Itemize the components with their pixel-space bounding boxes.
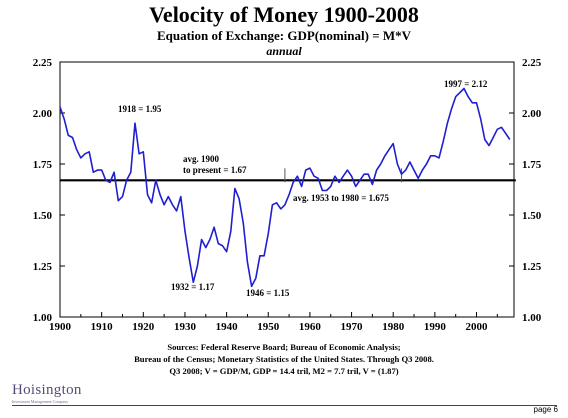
- y-tick-label-left: 2.25: [33, 57, 53, 69]
- plot-area-frame: [59, 61, 515, 318]
- x-tick-label: 1930: [174, 321, 197, 333]
- x-tick-label: 1960: [299, 321, 322, 333]
- chart-frequency-label: annual: [266, 44, 302, 58]
- y-tick-label-left: 1.25: [33, 261, 53, 273]
- x-tick-label: 1990: [424, 321, 447, 333]
- sources-line: Sources: Federal Reserve Board; Bureau o…: [167, 342, 401, 352]
- y-tick-label-right: 1.25: [522, 261, 542, 273]
- x-tick-label: 2000: [466, 321, 489, 333]
- chart-title: Velocity of Money 1900-2008: [149, 2, 419, 27]
- y-tick-label-left: 2.00: [33, 108, 53, 120]
- velocity-series-line: [59, 87, 511, 288]
- sources-line: Q3 2008; V = GDP/M, GDP = 14.4 tril, M2 …: [169, 366, 399, 376]
- y-tick-label-left: 1.75: [33, 159, 53, 171]
- chart-annotation: 1946 = 1.15: [246, 288, 290, 298]
- chart-annotation: to present = 1.67: [183, 165, 247, 175]
- chart-sources: Sources: Federal Reserve Board; Bureau o…: [0, 341, 568, 377]
- y-tick-label-left: 1.00: [33, 312, 53, 324]
- company-logo-subtext: Investment Management Company: [12, 399, 69, 404]
- y-tick-label-right: 1.75: [522, 159, 542, 171]
- sources-line: Bureau of the Census; Monetary Statistic…: [134, 354, 434, 364]
- y-tick-label-right: 1.50: [522, 210, 542, 222]
- x-tick-label: 1940: [216, 321, 239, 333]
- chart-annotation: avg. 1953 to 1980 = 1.675: [293, 193, 389, 203]
- y-tick-label-right: 1.00: [522, 312, 542, 324]
- x-tick-label: 1920: [132, 321, 155, 333]
- chart-annotation: 1918 = 1.95: [118, 104, 162, 114]
- chart-annotation: avg. 1900: [183, 154, 220, 164]
- x-tick-label: 1910: [91, 321, 114, 333]
- y-tick-label-right: 2.25: [522, 57, 542, 69]
- x-tick-label: 1980: [382, 321, 405, 333]
- x-tick-label: 1970: [341, 321, 364, 333]
- footer-divider: [12, 405, 557, 406]
- chart-annotation: 1997 = 2.12: [444, 79, 488, 89]
- chart-annotation: 1932 = 1.17: [171, 282, 215, 292]
- x-tick-label: 1900: [49, 321, 72, 333]
- y-tick-label-right: 2.00: [522, 108, 542, 120]
- company-logo: Hoisington: [12, 382, 82, 398]
- x-tick-label: 1950: [257, 321, 280, 333]
- y-tick-label-left: 1.50: [33, 210, 53, 222]
- chart-subtitle: Equation of Exchange: GDP(nominal) = M*V: [156, 28, 412, 43]
- page-number: page 6: [533, 405, 558, 414]
